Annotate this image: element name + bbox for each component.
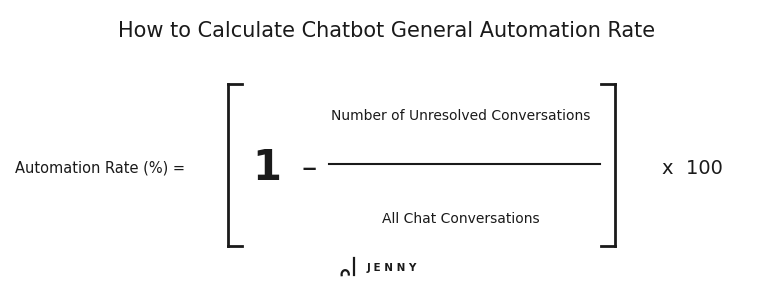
Text: All Chat Conversations: All Chat Conversations: [382, 212, 539, 226]
Text: Number of Unresolved Conversations: Number of Unresolved Conversations: [330, 109, 591, 122]
Text: Automation Rate (%) =: Automation Rate (%) =: [15, 160, 186, 175]
Text: –: –: [302, 154, 317, 182]
Text: J E N N Y: J E N N Y: [367, 262, 417, 273]
Text: x  100: x 100: [662, 158, 723, 178]
Text: 1: 1: [252, 147, 282, 189]
Text: How to Calculate Chatbot General Automation Rate: How to Calculate Chatbot General Automat…: [118, 21, 656, 41]
